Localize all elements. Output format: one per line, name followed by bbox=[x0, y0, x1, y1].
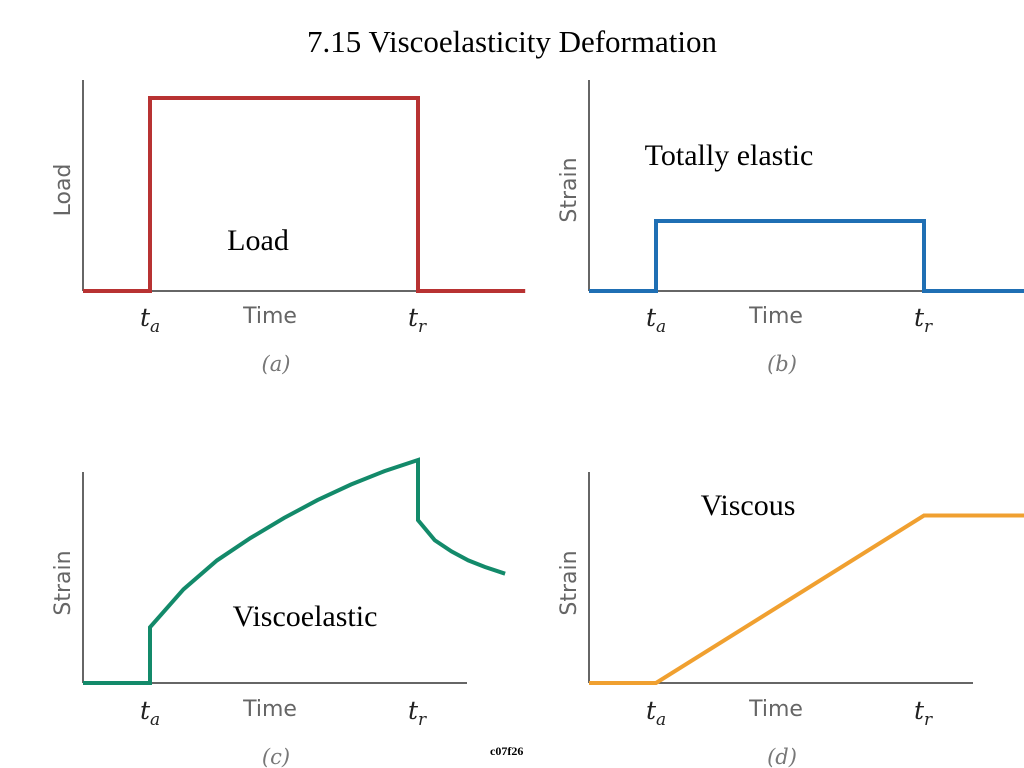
x-tick-label-1: ta bbox=[646, 303, 666, 337]
panel-label: (d) bbox=[767, 745, 797, 768]
data-series-line-1 bbox=[589, 219, 1024, 293]
x-axis-label: Time bbox=[242, 304, 297, 329]
chart-panel-2: Strain Time ta tr (b) Totally elastic bbox=[557, 80, 1024, 376]
data-series-line-1 bbox=[83, 457, 506, 685]
x-tick-label-1: ta bbox=[140, 696, 160, 730]
y-axis-label: Strain bbox=[557, 157, 582, 222]
chart-panel-1: Load Time ta tr (a) Load bbox=[51, 80, 526, 376]
curve-annotation: Load bbox=[227, 224, 289, 257]
chart-panel-4: Strain Time ta tr (d) Viscous bbox=[557, 472, 1024, 768]
x-tick-label-2: tr bbox=[914, 303, 933, 337]
page-title: 7.15 Viscoelasticity Deformation bbox=[307, 24, 717, 59]
curve-annotation: Totally elastic bbox=[645, 139, 814, 172]
y-axis-label: Strain bbox=[557, 550, 582, 615]
x-tick-label-1: ta bbox=[140, 303, 160, 337]
y-axis-label: Load bbox=[51, 164, 76, 217]
chart-panel-3: Strain Time ta tr (c) Viscoelastic bbox=[51, 457, 506, 768]
panels-group: Load Time ta tr (a) Load Strain Time ta tr (b) Tota… bbox=[51, 80, 1024, 768]
panel-label: (b) bbox=[767, 352, 797, 376]
curve-annotation: Viscoelastic bbox=[233, 600, 378, 633]
figure-caption: c07f26 bbox=[490, 744, 524, 758]
x-tick-label-2: tr bbox=[408, 696, 427, 730]
curve-annotation: Viscous bbox=[701, 489, 796, 522]
panel-label: (a) bbox=[262, 352, 291, 376]
x-tick-label-1: ta bbox=[646, 696, 666, 730]
y-axis-label: Strain bbox=[51, 550, 76, 615]
x-tick-label-2: tr bbox=[408, 303, 427, 337]
x-axis-label: Time bbox=[748, 304, 803, 329]
x-tick-label-2: tr bbox=[914, 696, 933, 730]
data-series-line-1 bbox=[589, 513, 1024, 685]
x-axis-label: Time bbox=[242, 697, 297, 722]
panel-label: (c) bbox=[262, 745, 290, 768]
x-axis-label: Time bbox=[748, 697, 803, 722]
data-series-line-1 bbox=[83, 96, 526, 293]
